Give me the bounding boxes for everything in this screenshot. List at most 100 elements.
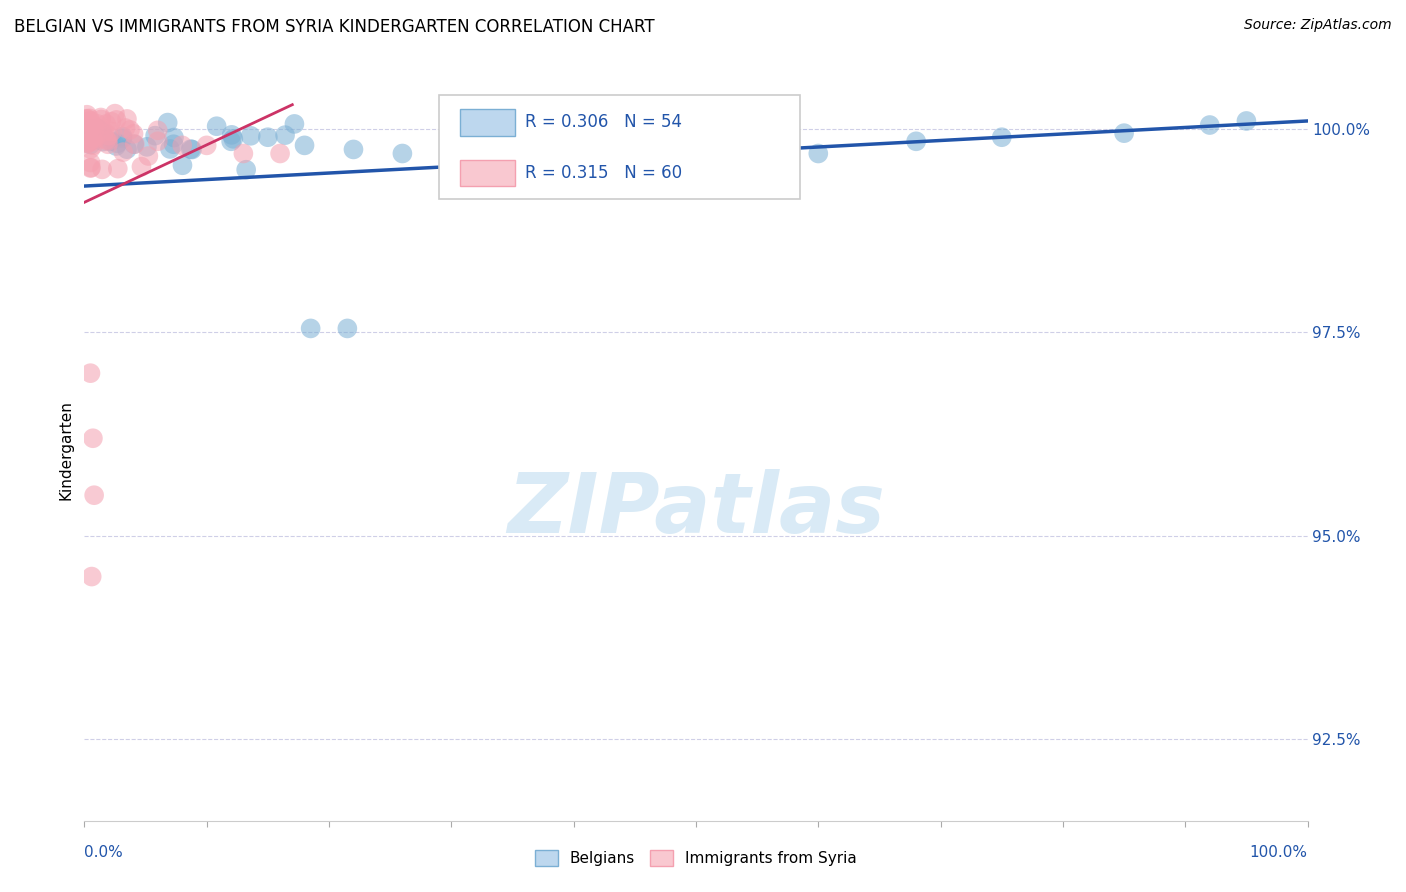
Point [146,123,169,137]
Point [111,129,134,144]
Text: Source: ZipAtlas.com: Source: ZipAtlas.com [1244,18,1392,32]
Point [205,120,228,134]
Point [124,137,146,152]
Text: R = 0.306   N = 54: R = 0.306 N = 54 [524,113,682,131]
Point [222,132,245,146]
Point [586,154,609,169]
Point [221,128,243,142]
Point [232,146,254,161]
Point [83,488,105,502]
Point [257,130,280,145]
Point [76,112,98,126]
Text: 100.0%: 100.0% [1250,845,1308,860]
Legend: Belgians, Immigrants from Syria: Belgians, Immigrants from Syria [529,844,863,872]
Point [79,142,101,156]
Point [115,142,138,156]
Point [91,162,114,177]
Point [82,431,104,445]
Point [163,130,186,145]
Point [440,146,463,161]
Point [80,161,103,175]
Point [115,112,138,126]
Point [79,112,101,126]
Point [146,134,169,148]
Point [195,138,218,153]
Text: 0.0%: 0.0% [84,845,124,860]
Point [219,134,242,148]
Point [82,138,104,153]
Y-axis label: Kindergarten: Kindergarten [58,401,73,500]
Point [105,139,128,153]
Point [391,146,413,161]
Point [77,129,100,144]
Point [807,146,830,161]
Point [91,135,114,149]
Point [991,130,1014,145]
Point [143,128,166,143]
Point [86,121,108,136]
Point [101,124,124,138]
Point [489,162,512,177]
FancyBboxPatch shape [460,160,515,186]
Point [138,149,160,163]
Point [90,125,112,139]
Point [162,137,184,152]
Point [97,128,120,143]
Point [86,117,108,131]
Point [90,112,112,127]
Text: ZIPatlas: ZIPatlas [508,469,884,550]
Point [83,123,105,137]
Point [97,137,120,152]
Point [269,146,291,161]
Point [96,117,118,131]
Point [82,134,104,148]
Point [111,131,134,145]
Point [136,140,159,154]
Point [122,127,145,141]
Point [294,138,316,153]
Point [180,142,202,156]
Point [105,112,128,127]
Point [299,321,322,335]
Point [83,119,105,133]
Point [905,134,928,148]
Point [156,115,179,129]
Point [76,108,98,122]
Point [1114,126,1136,140]
Point [1198,118,1220,132]
Point [1236,114,1258,128]
Point [79,127,101,141]
Point [122,137,145,152]
Point [342,143,364,157]
Point [79,119,101,133]
Text: BELGIAN VS IMMIGRANTS FROM SYRIA KINDERGARTEN CORRELATION CHART: BELGIAN VS IMMIGRANTS FROM SYRIA KINDERG… [14,18,655,36]
Point [79,137,101,152]
Text: R = 0.315   N = 60: R = 0.315 N = 60 [524,163,682,182]
Point [79,134,101,148]
FancyBboxPatch shape [460,110,515,136]
Point [336,321,359,335]
Point [79,366,101,380]
Point [114,121,136,136]
Point [239,128,262,143]
Point [159,142,181,156]
Point [93,125,115,139]
Point [80,569,103,583]
Point [76,115,98,129]
Point [283,117,305,131]
Point [172,138,194,153]
Point [96,133,118,147]
Point [76,136,98,151]
Point [181,143,204,157]
Point [82,131,104,145]
Point [77,136,100,150]
Point [538,154,561,169]
Point [79,155,101,169]
Point [274,128,297,143]
Point [100,135,122,149]
Point [79,122,101,136]
Point [79,120,101,135]
Point [104,106,127,120]
Point [90,111,112,125]
FancyBboxPatch shape [439,95,800,199]
